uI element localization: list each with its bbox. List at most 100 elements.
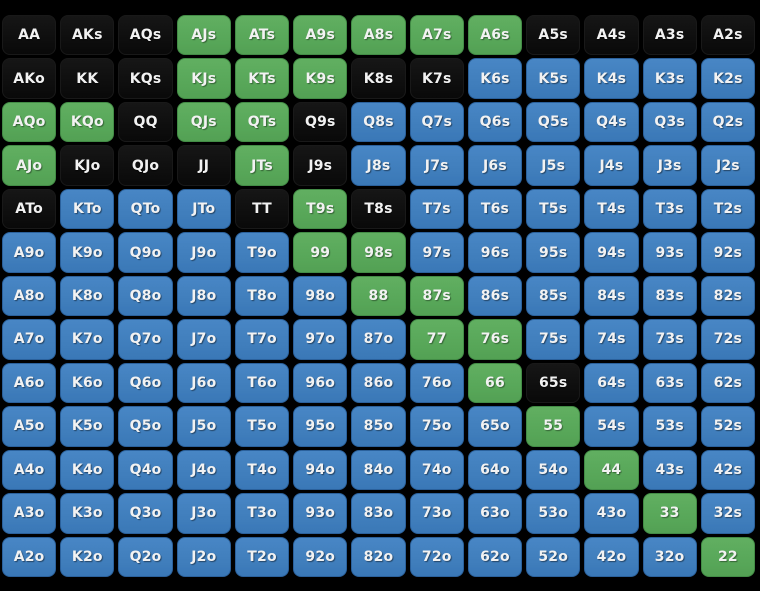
hand-cell-92o[interactable]: 92o <box>293 536 348 577</box>
hand-cell-Q8o[interactable]: Q8o <box>118 275 173 317</box>
hand-cell-K2s[interactable]: K2s <box>700 58 755 99</box>
hand-cell-22[interactable]: 22 <box>700 536 755 577</box>
hand-cell-53o[interactable]: 53o <box>526 493 581 534</box>
hand-cell-A4s[interactable]: A4s <box>584 15 639 56</box>
hand-cell-T5o[interactable]: T5o <box>234 406 290 447</box>
hand-cell-83o[interactable]: 83o <box>351 493 406 534</box>
hand-cell-QJs[interactable]: QJs <box>176 101 231 143</box>
hand-cell-TT[interactable]: TT <box>234 188 290 230</box>
hand-cell-73o[interactable]: 73o <box>409 493 464 534</box>
hand-cell-J4s[interactable]: J4s <box>584 145 639 186</box>
hand-cell-85s[interactable]: 85s <box>526 275 581 317</box>
hand-cell-T8s[interactable]: T8s <box>351 188 406 230</box>
hand-cell-K7s[interactable]: K7s <box>409 58 464 99</box>
hand-cell-T7s[interactable]: T7s <box>409 188 464 230</box>
hand-cell-A8o[interactable]: A8o <box>2 275 57 317</box>
hand-cell-KTs[interactable]: KTs <box>234 58 290 99</box>
hand-cell-44[interactable]: 44 <box>584 449 639 491</box>
hand-cell-J8o[interactable]: J8o <box>176 275 231 317</box>
hand-cell-A7s[interactable]: A7s <box>409 15 464 56</box>
hand-cell-J2o[interactable]: J2o <box>176 536 231 577</box>
hand-cell-A2o[interactable]: A2o <box>2 536 57 577</box>
hand-cell-96o[interactable]: 96o <box>293 362 348 404</box>
hand-cell-87o[interactable]: 87o <box>351 319 406 360</box>
hand-cell-J2s[interactable]: J2s <box>700 145 755 186</box>
hand-cell-J7s[interactable]: J7s <box>409 145 464 186</box>
hand-cell-T5s[interactable]: T5s <box>526 188 581 230</box>
hand-cell-53s[interactable]: 53s <box>642 406 697 447</box>
hand-cell-72o[interactable]: 72o <box>409 536 464 577</box>
hand-cell-T3o[interactable]: T3o <box>234 493 290 534</box>
hand-cell-K5s[interactable]: K5s <box>526 58 581 99</box>
hand-cell-T4s[interactable]: T4s <box>584 188 639 230</box>
hand-cell-Q4o[interactable]: Q4o <box>118 449 173 491</box>
hand-cell-K8s[interactable]: K8s <box>351 58 406 99</box>
hand-cell-83s[interactable]: 83s <box>642 275 697 317</box>
hand-cell-AJo[interactable]: AJo <box>2 145 57 186</box>
hand-cell-93o[interactable]: 93o <box>293 493 348 534</box>
hand-cell-97s[interactable]: 97s <box>409 232 464 273</box>
hand-cell-T3s[interactable]: T3s <box>642 188 697 230</box>
hand-cell-95o[interactable]: 95o <box>293 406 348 447</box>
hand-cell-Q3o[interactable]: Q3o <box>118 493 173 534</box>
hand-cell-76o[interactable]: 76o <box>409 362 464 404</box>
hand-cell-42s[interactable]: 42s <box>700 449 755 491</box>
hand-cell-ATo[interactable]: ATo <box>2 188 57 230</box>
hand-cell-AKo[interactable]: AKo <box>2 58 57 99</box>
hand-cell-76s[interactable]: 76s <box>467 319 523 360</box>
hand-cell-J9s[interactable]: J9s <box>293 145 348 186</box>
hand-cell-A7o[interactable]: A7o <box>2 319 57 360</box>
hand-cell-AJs[interactable]: AJs <box>176 15 231 56</box>
hand-cell-82s[interactable]: 82s <box>700 275 755 317</box>
hand-cell-T2o[interactable]: T2o <box>234 536 290 577</box>
hand-cell-J6o[interactable]: J6o <box>176 362 231 404</box>
hand-cell-K8o[interactable]: K8o <box>60 275 115 317</box>
hand-cell-J6s[interactable]: J6s <box>467 145 523 186</box>
hand-cell-93s[interactable]: 93s <box>642 232 697 273</box>
hand-cell-J8s[interactable]: J8s <box>351 145 406 186</box>
hand-cell-T7o[interactable]: T7o <box>234 319 290 360</box>
hand-cell-K2o[interactable]: K2o <box>60 536 115 577</box>
hand-cell-74s[interactable]: 74s <box>584 319 639 360</box>
hand-cell-86s[interactable]: 86s <box>467 275 523 317</box>
hand-cell-Q6o[interactable]: Q6o <box>118 362 173 404</box>
hand-cell-66[interactable]: 66 <box>467 362 523 404</box>
hand-cell-54s[interactable]: 54s <box>584 406 639 447</box>
hand-cell-AQs[interactable]: AQs <box>118 15 173 56</box>
hand-cell-KQo[interactable]: KQo <box>60 101 115 143</box>
hand-cell-T6o[interactable]: T6o <box>234 362 290 404</box>
hand-cell-Q5s[interactable]: Q5s <box>526 101 581 143</box>
hand-cell-KJs[interactable]: KJs <box>176 58 231 99</box>
hand-cell-Q2o[interactable]: Q2o <box>118 536 173 577</box>
hand-cell-Q9o[interactable]: Q9o <box>118 232 173 273</box>
hand-cell-J5s[interactable]: J5s <box>526 145 581 186</box>
hand-cell-A3o[interactable]: A3o <box>2 493 57 534</box>
hand-cell-84s[interactable]: 84s <box>584 275 639 317</box>
hand-cell-62s[interactable]: 62s <box>700 362 755 404</box>
hand-cell-85o[interactable]: 85o <box>351 406 406 447</box>
hand-cell-84o[interactable]: 84o <box>351 449 406 491</box>
hand-cell-65o[interactable]: 65o <box>467 406 523 447</box>
hand-cell-QTs[interactable]: QTs <box>234 101 290 143</box>
hand-cell-73s[interactable]: 73s <box>642 319 697 360</box>
hand-cell-A6s[interactable]: A6s <box>467 15 523 56</box>
hand-cell-63o[interactable]: 63o <box>467 493 523 534</box>
hand-cell-A3s[interactable]: A3s <box>642 15 697 56</box>
hand-cell-ATs[interactable]: ATs <box>234 15 290 56</box>
hand-cell-T9s[interactable]: T9s <box>293 188 348 230</box>
hand-cell-K5o[interactable]: K5o <box>60 406 115 447</box>
hand-cell-K6o[interactable]: K6o <box>60 362 115 404</box>
hand-cell-A9s[interactable]: A9s <box>293 15 348 56</box>
hand-cell-43o[interactable]: 43o <box>584 493 639 534</box>
hand-cell-A5o[interactable]: A5o <box>2 406 57 447</box>
hand-cell-64o[interactable]: 64o <box>467 449 523 491</box>
hand-cell-33[interactable]: 33 <box>642 493 697 534</box>
hand-cell-T8o[interactable]: T8o <box>234 275 290 317</box>
hand-cell-A5s[interactable]: A5s <box>526 15 581 56</box>
hand-cell-82o[interactable]: 82o <box>351 536 406 577</box>
hand-cell-AA[interactable]: AA <box>2 15 57 56</box>
hand-cell-32o[interactable]: 32o <box>642 536 697 577</box>
hand-cell-T4o[interactable]: T4o <box>234 449 290 491</box>
hand-cell-94s[interactable]: 94s <box>584 232 639 273</box>
hand-cell-Q2s[interactable]: Q2s <box>700 101 755 143</box>
